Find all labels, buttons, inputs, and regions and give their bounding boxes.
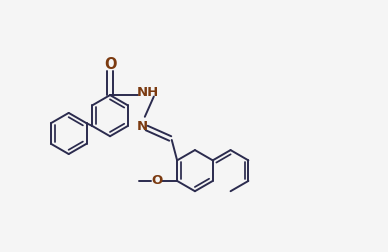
Text: O: O <box>104 56 116 72</box>
Text: N: N <box>136 120 147 133</box>
Text: NH: NH <box>136 86 159 99</box>
Text: O: O <box>151 174 162 187</box>
